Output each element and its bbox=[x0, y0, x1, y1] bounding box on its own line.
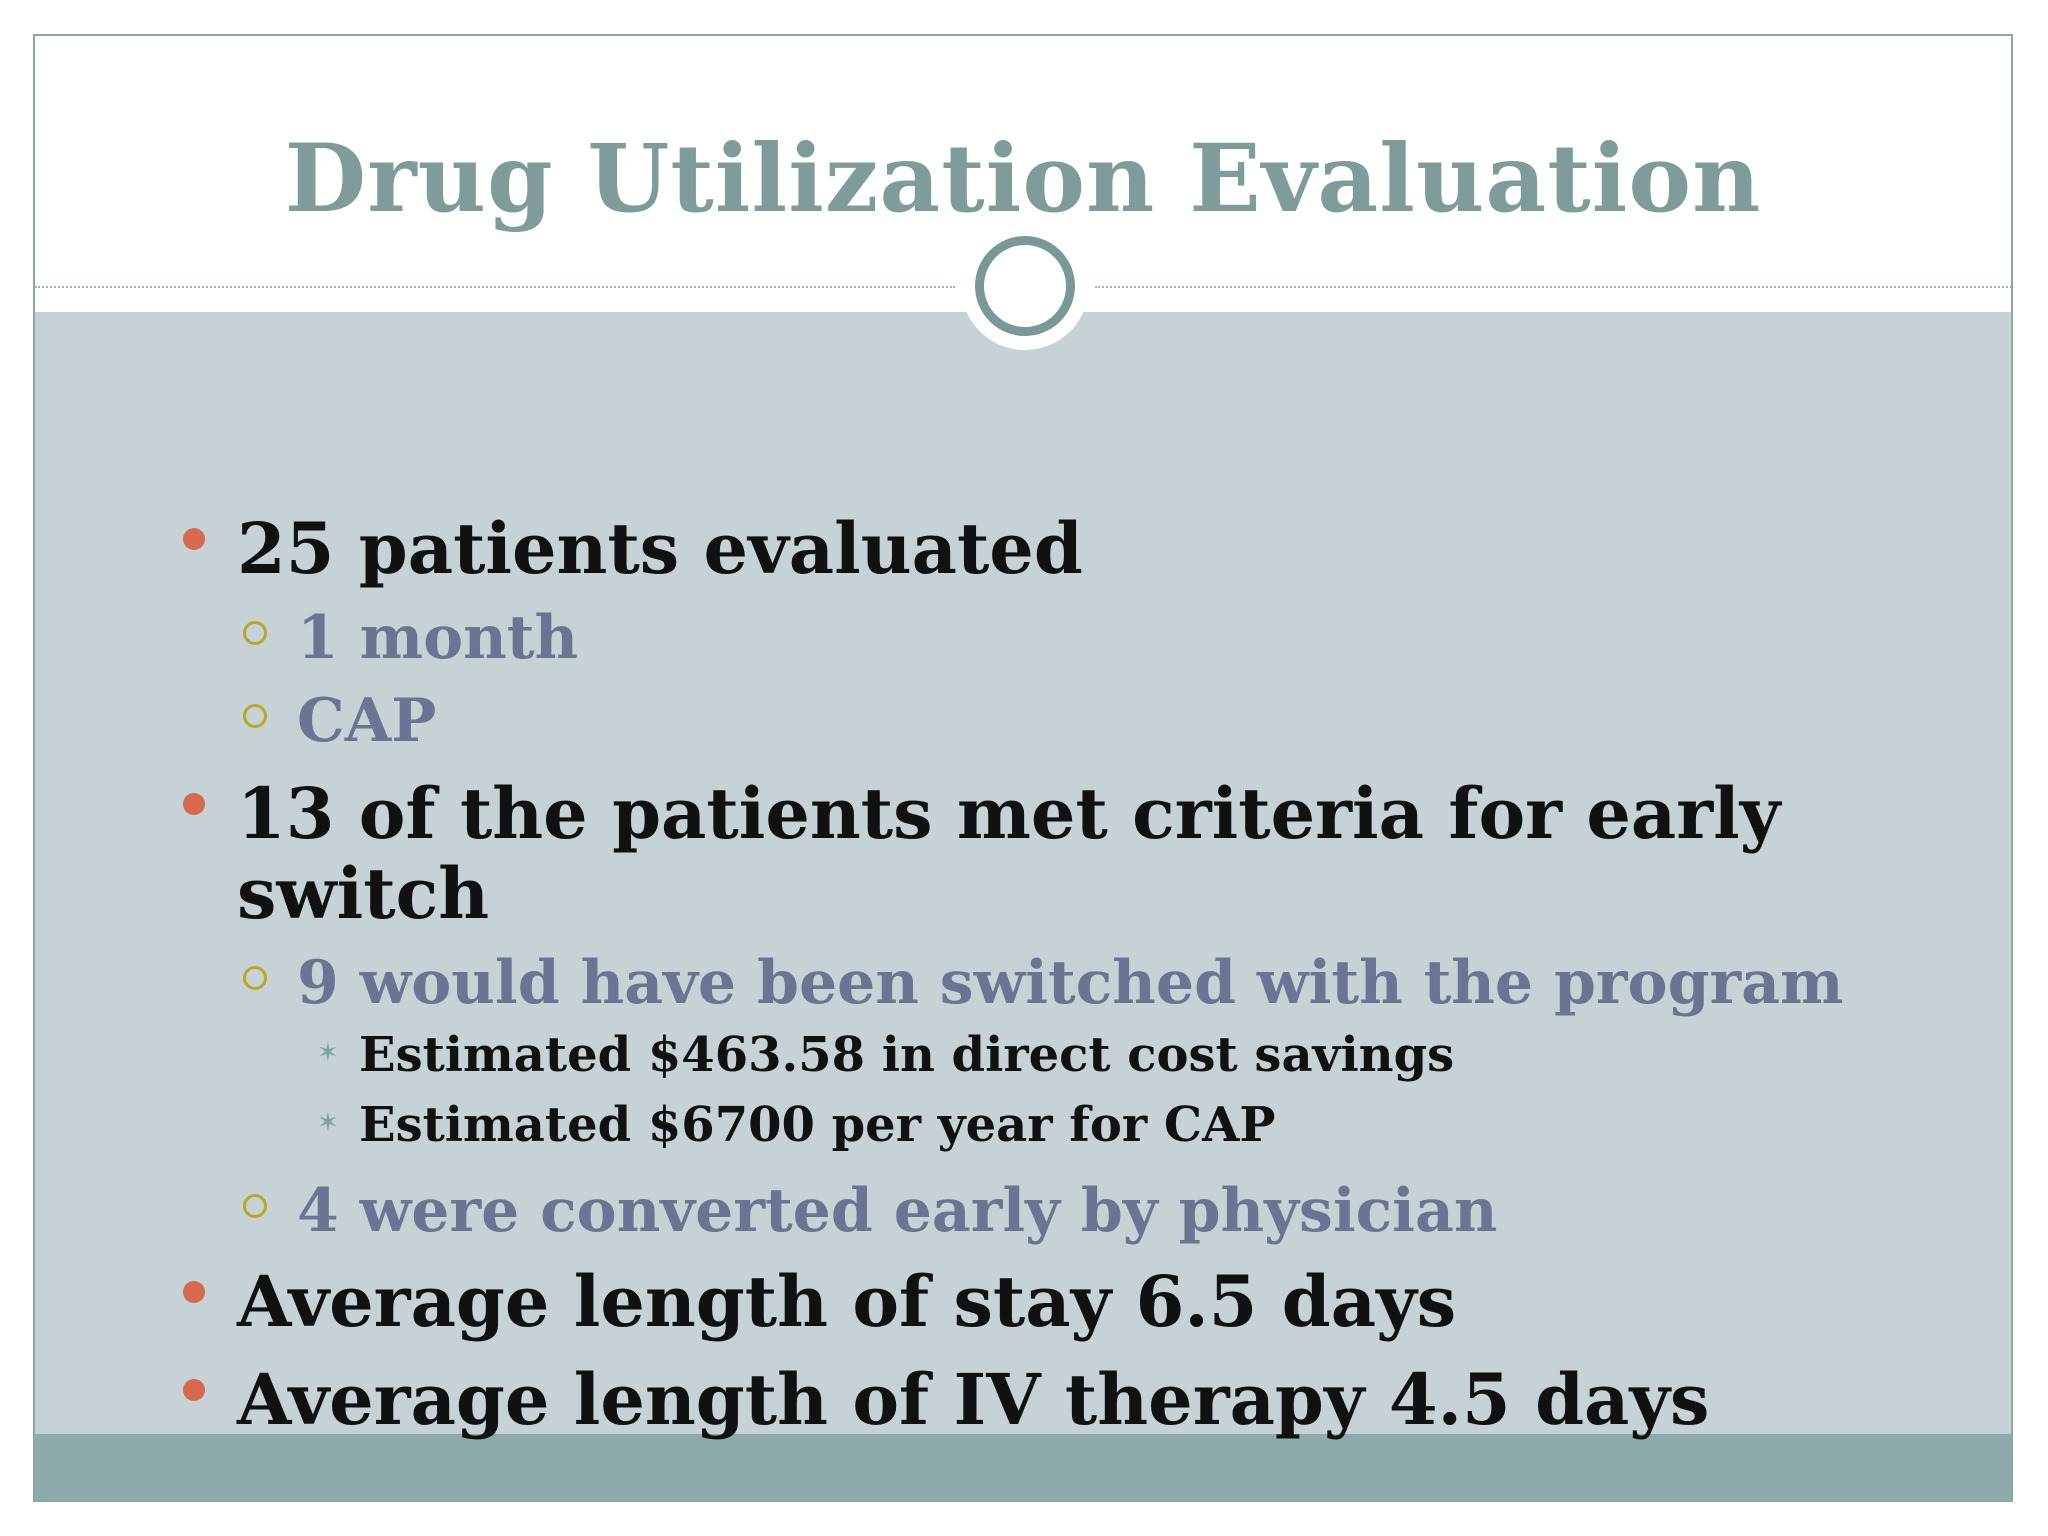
sub-bullet-item: CAP bbox=[297, 686, 437, 756]
bullet-star-icon: ✶ bbox=[317, 1108, 339, 1138]
sub-bullet-item: 1 month bbox=[297, 603, 579, 673]
title-divider-left bbox=[35, 286, 955, 288]
bullet-item-line2: switch bbox=[237, 852, 490, 935]
slide-title: Drug Utilization Evaluation bbox=[284, 124, 1762, 234]
bullet-item: 25 patients evaluated bbox=[237, 507, 1083, 590]
bullet-ring-icon bbox=[243, 704, 267, 728]
title-divider-right bbox=[1095, 286, 2011, 288]
circle-ornament-icon bbox=[975, 236, 1075, 336]
bullet-item-line1: 13 of the patients met criteria for earl… bbox=[237, 772, 1781, 855]
bullet-ring-icon bbox=[243, 1194, 267, 1218]
bullet-item: Average length of IV therapy 4.5 days bbox=[237, 1358, 1710, 1441]
footer-band bbox=[35, 1434, 2011, 1500]
sub-bullet-item: 4 were converted early by physician bbox=[297, 1176, 1498, 1246]
bullet-dot-icon bbox=[183, 528, 205, 550]
sub-bullet-item: 9 would have been switched with the prog… bbox=[297, 948, 1844, 1018]
bullet-star-icon: ✶ bbox=[317, 1038, 339, 1068]
bullet-ring-icon bbox=[243, 966, 267, 990]
bullet-ring-icon bbox=[243, 621, 267, 645]
bullet-list: 25 patients evaluated 1 month CAP 13 of … bbox=[35, 36, 2011, 1500]
bullet-dot-icon bbox=[183, 1379, 205, 1401]
sub-sub-bullet-item: Estimated $6700 per year for CAP bbox=[359, 1097, 1276, 1153]
slide: Drug Utilization Evaluation 25 patients … bbox=[33, 34, 2013, 1502]
sub-sub-bullet-item: Estimated $463.58 in direct cost savings bbox=[359, 1027, 1455, 1083]
bullet-dot-icon bbox=[183, 1281, 205, 1303]
bullet-dot-icon bbox=[183, 793, 205, 815]
bullet-item: Average length of stay 6.5 days bbox=[237, 1260, 1457, 1343]
content-panel bbox=[35, 312, 2011, 1436]
